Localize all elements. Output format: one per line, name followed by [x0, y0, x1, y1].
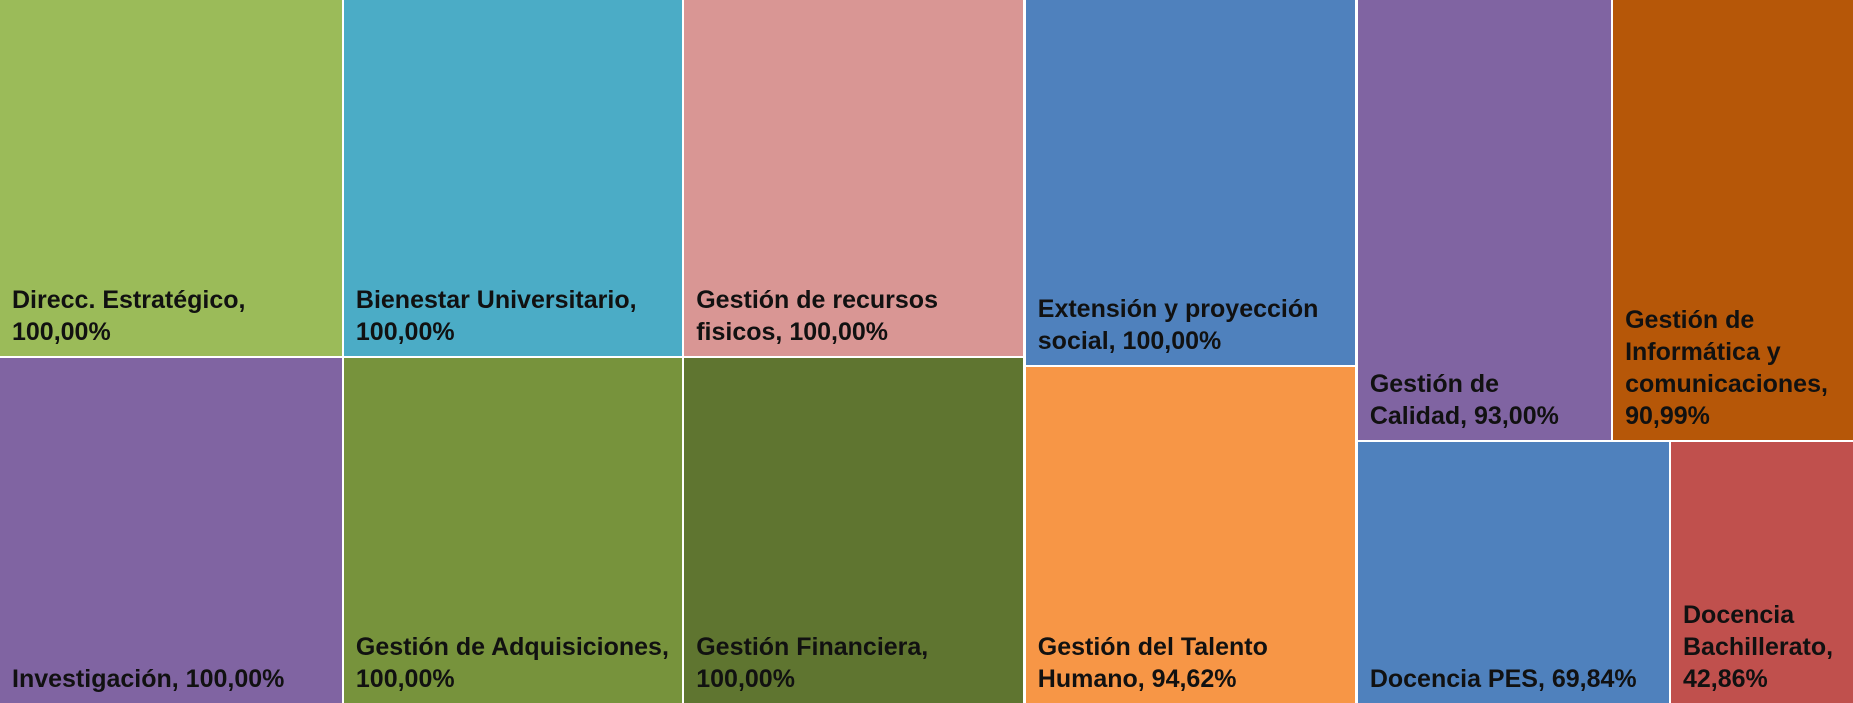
- category-name: Docencia PES,: [1369, 664, 1545, 693]
- tile: Docencia PES, 69,84%: [1357, 441, 1669, 703]
- value-label: 42,86%: [1683, 664, 1768, 693]
- category-name: Gestión Financiera,: [696, 632, 929, 661]
- tile-label: Extensión y proyección social, 100,00%: [1038, 293, 1344, 357]
- category-name: Bienestar Universitario,: [355, 285, 637, 314]
- tile: Gestión del Talento Humano, 94,62%: [1025, 367, 1356, 703]
- tile-label: Gestión Financiera, 100,00%: [696, 631, 1011, 695]
- tile: Docencia Bachillerato, 42,86%: [1671, 441, 1853, 703]
- value-label: 90,99%: [1625, 401, 1710, 430]
- tile: Bienestar Universitario, 100,00%: [343, 0, 682, 356]
- tile-label: Direcc. Estratégico, 100,00%: [12, 284, 330, 348]
- value-label: 94,62%: [1151, 664, 1237, 693]
- tile: Gestión Financiera, 100,00%: [684, 357, 1024, 703]
- tile: Gestión de Calidad, 93,00%: [1357, 0, 1611, 440]
- tile-label: Docencia PES, 69,84%: [1370, 663, 1657, 695]
- tile: Gestión de Informática y comunicaciones,…: [1613, 0, 1853, 440]
- tile: Extensión y proyección social, 100,00%: [1025, 0, 1356, 366]
- value-label: 100,00%: [789, 317, 889, 346]
- tile: Gestión de recursos fisicos, 100,00%: [684, 0, 1024, 356]
- tile-label: Bienestar Universitario, 100,00%: [356, 284, 670, 348]
- value-label: 100,00%: [696, 664, 795, 693]
- category-name: Direcc. Estratégico,: [12, 285, 246, 314]
- tile: Investigación, 100,00%: [0, 357, 342, 703]
- value-label: 69,84%: [1551, 664, 1637, 693]
- tile-label: Gestión del Talento Humano, 94,62%: [1038, 631, 1344, 695]
- tile-label: Gestión de recursos fisicos, 100,00%: [696, 284, 1011, 348]
- value-label: 100,00%: [1122, 327, 1222, 356]
- category-name: Gestión de recursos fisicos,: [696, 285, 938, 346]
- tile-label: Docencia Bachillerato, 42,86%: [1683, 599, 1841, 695]
- category-name: Docencia Bachillerato,: [1683, 600, 1834, 661]
- tile: Gestión de Adquisiciones, 100,00%: [343, 357, 682, 703]
- value-label: 100,00%: [12, 317, 111, 346]
- tile-label: Gestión de Informática y comunicaciones,…: [1625, 304, 1841, 432]
- category-name: Gestión del Talento Humano,: [1037, 632, 1268, 693]
- tile: Direcc. Estratégico, 100,00%: [0, 0, 342, 356]
- tile-label: Gestión de Calidad, 93,00%: [1370, 368, 1599, 432]
- value-label: 100,00%: [355, 664, 455, 693]
- category-name: Investigación,: [12, 664, 179, 693]
- tile-label: Investigación, 100,00%: [12, 663, 330, 695]
- value-label: 100,00%: [185, 664, 285, 693]
- value-label: 100,00%: [355, 317, 455, 346]
- category-name: Gestión de Informática y comunicaciones,: [1625, 305, 1828, 398]
- tile-label: Gestión de Adquisiciones, 100,00%: [356, 631, 670, 695]
- value-label: 93,00%: [1474, 401, 1559, 430]
- category-name: Extensión y proyección social,: [1037, 295, 1319, 356]
- category-name: Gestión de Adquisiciones,: [355, 632, 669, 661]
- category-name: Gestión de Calidad,: [1369, 369, 1500, 430]
